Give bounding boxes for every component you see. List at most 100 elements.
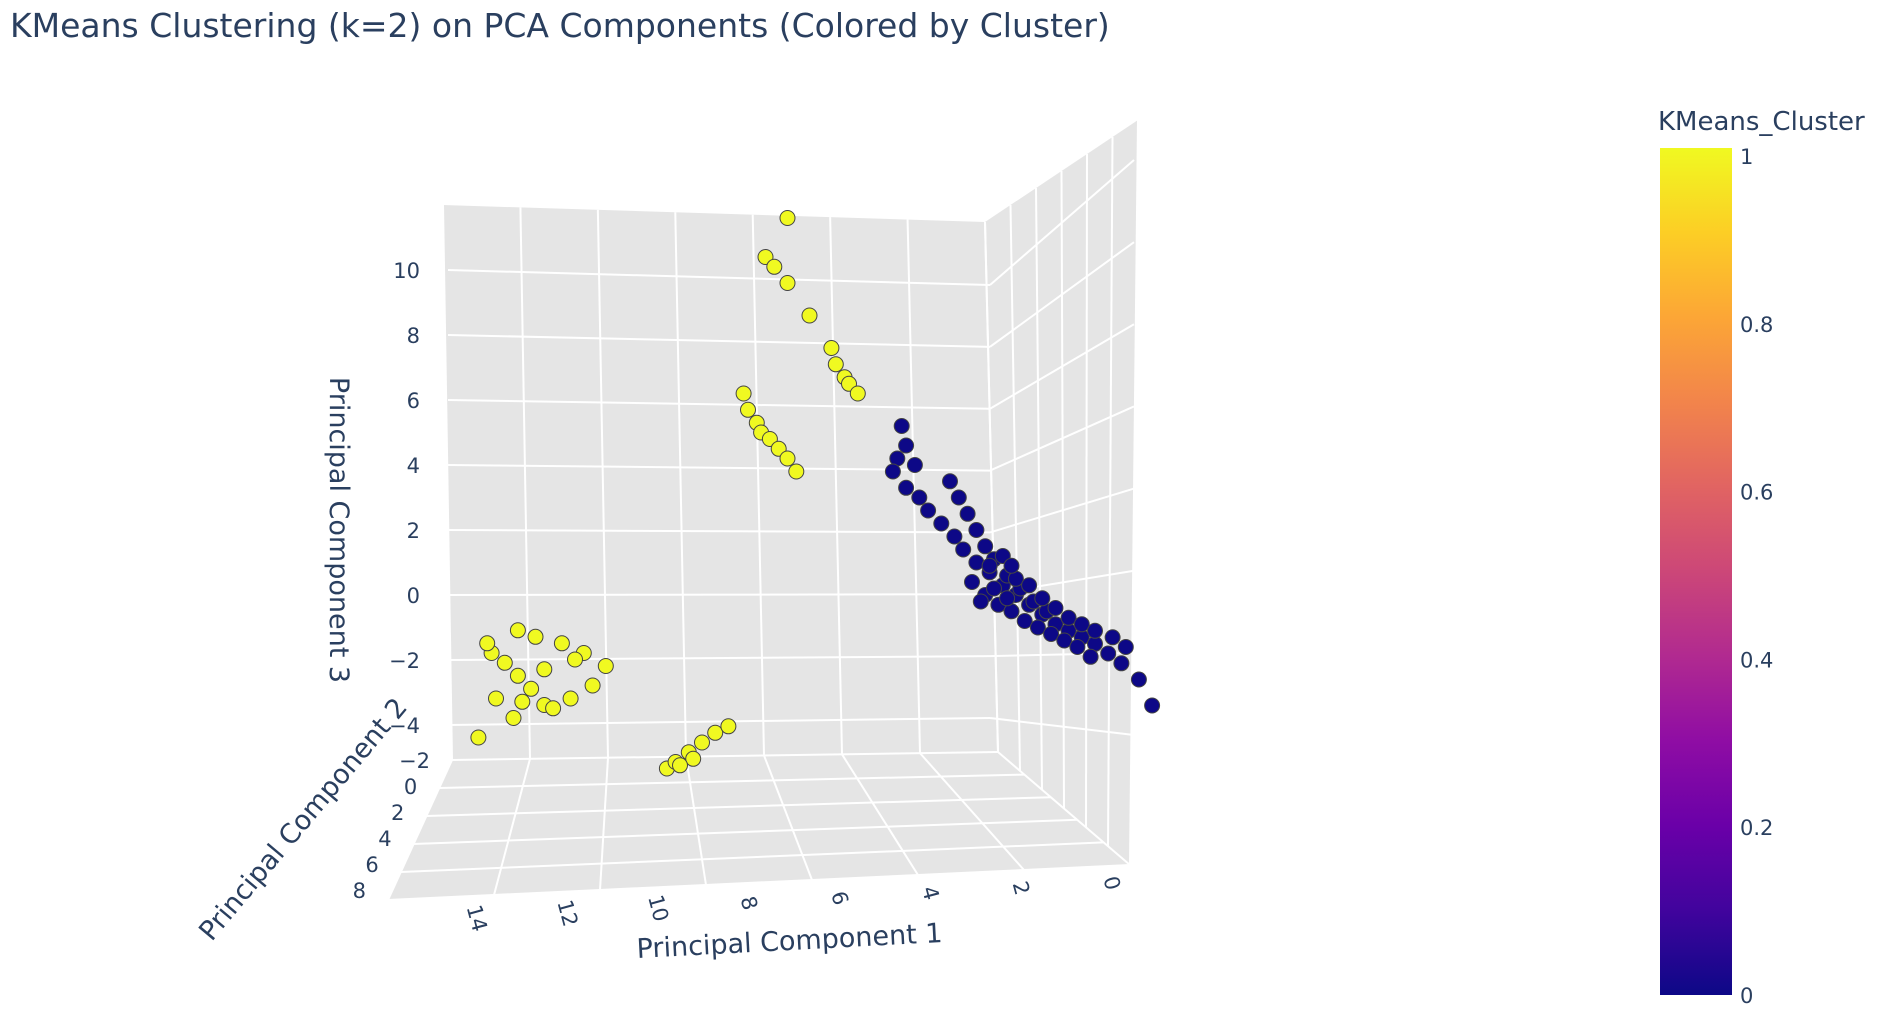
colorbar-tick-label: 0.4: [1740, 648, 1773, 672]
grid-line-y-side: [1085, 153, 1088, 828]
x-tick-label: 4: [917, 884, 944, 903]
point-cluster-0: [1104, 629, 1121, 646]
y-tick-label: 2: [391, 801, 404, 825]
colorbar-tick-label: 0.6: [1740, 481, 1773, 505]
grid-line-x-wall: [674, 212, 687, 757]
grid-line-x-floor: [919, 752, 1025, 871]
point-cluster-1: [779, 275, 796, 291]
grid-line-y-side: [1009, 204, 1021, 771]
y-tick-label: 8: [353, 879, 366, 903]
grid-line-y-side: [1107, 136, 1114, 847]
point-cluster-0: [977, 538, 994, 555]
x-tick-label: 14: [462, 902, 492, 934]
point-cluster-0: [942, 473, 958, 490]
point-cluster-1: [545, 700, 562, 717]
grid-line-z-wall: [447, 593, 991, 596]
point-cluster-0: [933, 515, 950, 532]
grid-line-x-floor: [841, 753, 919, 876]
grid-line-z-side: [989, 717, 1135, 736]
point-cluster-0: [1082, 648, 1099, 665]
point-cluster-1: [788, 463, 805, 480]
point-cluster-1: [523, 680, 540, 697]
point-cluster-0: [920, 502, 937, 519]
grid-line-x-wall: [751, 214, 765, 756]
x-tick-label: 8: [736, 894, 763, 913]
grid-line-y-floor: [413, 818, 1078, 845]
grid-line-z-wall: [447, 717, 991, 726]
point-cluster-1: [672, 757, 688, 774]
grid-line-x-floor: [387, 759, 453, 901]
point-cluster-0: [898, 437, 915, 454]
point-cluster-0: [906, 457, 923, 473]
point-cluster-1: [509, 667, 526, 684]
point-cluster-0: [1047, 600, 1064, 616]
point-cluster-1: [735, 385, 752, 402]
side-wall-pane: [985, 120, 1138, 865]
z-tick-label: 10: [393, 259, 420, 283]
point-cluster-1: [823, 340, 840, 356]
point-cluster-1: [488, 690, 504, 707]
grid-line-y-side: [1129, 119, 1139, 866]
back-wall-pane: [443, 205, 998, 760]
point-cluster-0: [1043, 626, 1060, 642]
point-cluster-0: [964, 574, 980, 590]
z-tick-label: 6: [407, 389, 420, 413]
grid-line-y-side: [1060, 170, 1065, 809]
colorbar-tick-label: 0.2: [1740, 816, 1773, 840]
grid-line-x-floor: [599, 757, 609, 891]
point-cluster-1: [509, 622, 526, 639]
point-cluster-0: [911, 489, 928, 506]
grid-line-z-wall: [447, 334, 991, 348]
grid-line-x-floor: [763, 755, 813, 881]
colorbar-tick-label: 0.8: [1740, 313, 1773, 337]
point-cluster-1: [479, 635, 496, 652]
point-cluster-1: [779, 450, 796, 467]
colorbar-tick-label: 0: [1740, 984, 1753, 1008]
point-cluster-1: [766, 258, 783, 275]
grid-line-x-wall: [442, 204, 453, 761]
point-cluster-0: [898, 479, 915, 496]
grid-line-x-floor: [493, 758, 531, 896]
point-cluster-0: [1056, 632, 1073, 649]
point-cluster-0: [884, 463, 901, 480]
floor-pane: [388, 752, 1130, 900]
x-axis-title: Principal Component 1: [636, 918, 943, 965]
grid-line-y-side: [1035, 187, 1043, 790]
x-tick-label: 12: [552, 897, 582, 929]
z-tick-label: −2: [389, 649, 420, 673]
point-cluster-0: [1100, 645, 1117, 662]
point-cluster-0: [1060, 609, 1077, 626]
point-cluster-1: [505, 710, 522, 726]
colorbar-ticks: 1 0.8 0.6 0.4 0.2 0: [1740, 145, 1773, 1008]
point-cluster-0: [1021, 577, 1038, 594]
scene-panes: [388, 120, 1138, 900]
grid-line-z-wall: [447, 655, 991, 661]
colorbar-title: KMeans_Cluster: [1658, 107, 1865, 137]
z-tick-label: 8: [407, 324, 420, 348]
colorbar-gradient: [1660, 148, 1732, 995]
z-tick-label: 4: [407, 454, 420, 478]
colorbar-tick-label: 1: [1740, 145, 1753, 169]
point-cluster-1: [827, 356, 844, 373]
point-cluster-0: [981, 557, 998, 574]
point-cluster-0: [968, 554, 985, 571]
x-tick-label: 10: [643, 892, 673, 924]
point-cluster-1: [584, 677, 601, 694]
data-points: [470, 210, 1161, 777]
z-tick-label: 0: [407, 584, 420, 608]
point-cluster-0: [1069, 639, 1086, 655]
grid-line-x-wall: [829, 217, 843, 755]
chart-title: KMeans Clustering (k=2) on PCA Component…: [10, 6, 1110, 45]
point-cluster-0: [946, 528, 963, 545]
y-tick-label: −2: [399, 749, 430, 773]
point-cluster-1: [694, 734, 710, 751]
point-cluster-0: [959, 505, 976, 522]
point-cluster-1: [720, 718, 737, 735]
point-cluster-1: [470, 729, 487, 746]
y-tick-label: 0: [404, 775, 417, 799]
y-axis-title: Principal Component 2: [193, 692, 414, 946]
point-cluster-1: [801, 307, 818, 324]
grid-line-z-wall: [447, 269, 991, 286]
